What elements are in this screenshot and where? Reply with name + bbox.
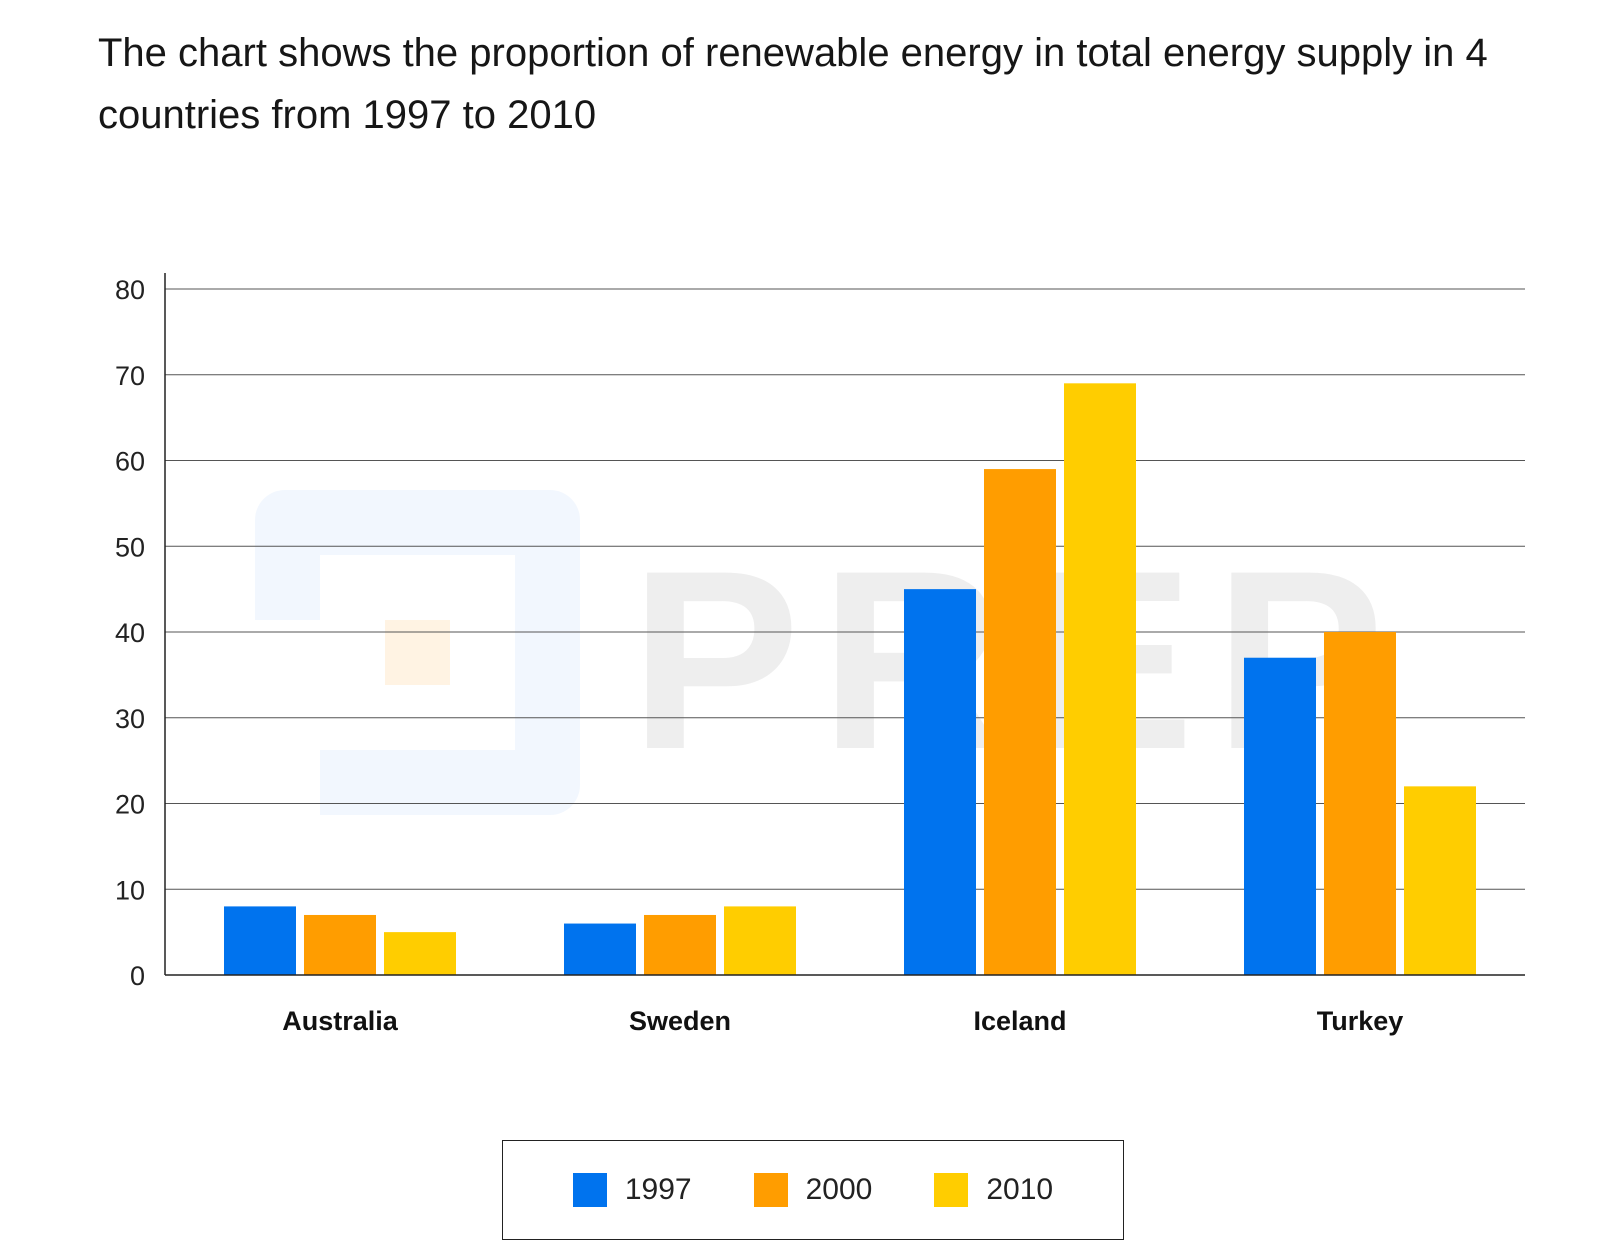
y-tick-label: 20 (115, 790, 145, 820)
legend-item-1997: 1997 (572, 1173, 692, 1207)
bar-iceland-2000 (984, 469, 1056, 975)
x-category-labels: Australia Sweden Iceland Turkey (282, 1006, 1403, 1036)
legend-item-2000: 2000 (753, 1173, 873, 1207)
bar-sweden-2000 (644, 914, 716, 975)
bar-turkey-2000 (1324, 632, 1396, 975)
legend-label: 1997 (624, 1173, 692, 1206)
y-tick-label: 30 (115, 704, 145, 734)
x-category-label: Iceland (973, 1006, 1066, 1036)
legend-label: 2010 (986, 1173, 1054, 1206)
bar-turkey-2010 (1404, 786, 1476, 975)
legend-swatch (934, 1173, 969, 1207)
legend-item-2010: 2010 (934, 1173, 1053, 1207)
bar-australia-1997 (224, 906, 296, 975)
bar-australia-2000 (304, 914, 376, 975)
bar-turkey-1997 (1244, 657, 1316, 975)
y-tick-labels: 0 10 20 30 40 50 60 70 80 (115, 275, 145, 991)
y-tick-label: 80 (115, 275, 145, 305)
bar-australia-2010 (384, 932, 456, 975)
legend: 1997 2000 2010 (502, 1140, 1124, 1240)
legend-swatch (753, 1173, 788, 1207)
bar-iceland-1997 (904, 589, 976, 975)
legend-label: 2000 (805, 1173, 873, 1206)
legend-swatch (572, 1173, 607, 1207)
x-category-label: Turkey (1317, 1006, 1404, 1036)
bars-group (224, 383, 1476, 975)
y-tick-label: 60 (115, 447, 145, 477)
watermark-logo: PREP (255, 490, 1384, 815)
y-tick-label: 40 (115, 618, 145, 648)
y-tick-label: 50 (115, 532, 145, 562)
y-tick-label: 70 (115, 361, 145, 391)
x-category-label: Australia (282, 1006, 399, 1036)
y-tick-label: 0 (130, 961, 145, 991)
bar-iceland-2010 (1064, 383, 1136, 975)
bar-sweden-2010 (724, 906, 796, 975)
x-category-label: Sweden (629, 1006, 731, 1036)
bar-sweden-1997 (564, 923, 636, 975)
axes (164, 273, 1525, 976)
y-tick-label: 10 (115, 875, 145, 905)
chart-title: The chart shows the proportion of renewa… (98, 31, 1488, 137)
